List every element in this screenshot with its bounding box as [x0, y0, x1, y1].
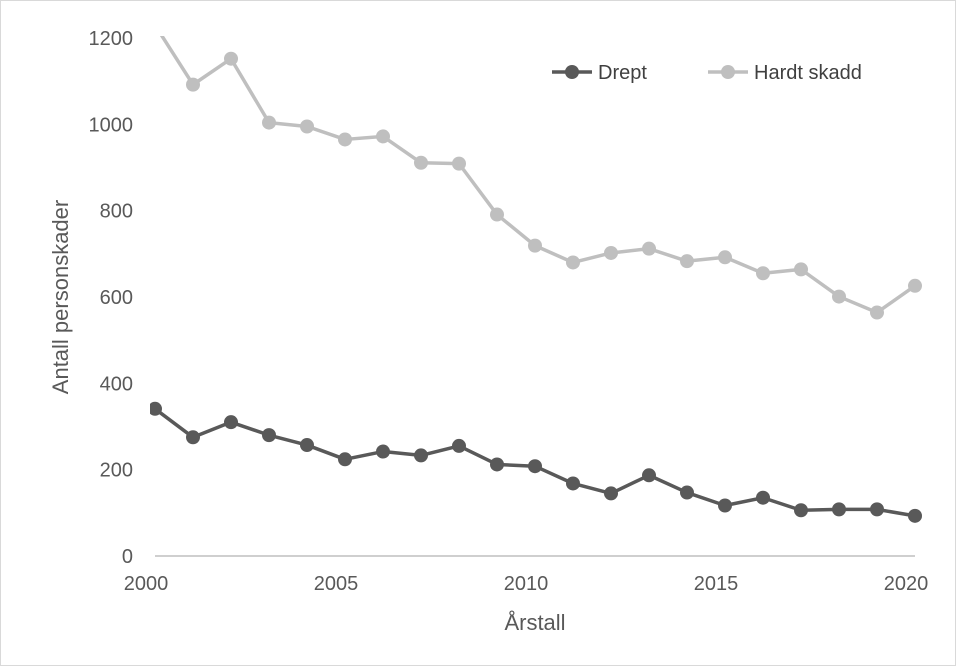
series-layer [148, 18, 922, 523]
x-tick-label: 2000 [124, 573, 169, 595]
y-axis-title: Antall personskader [48, 200, 73, 394]
data-point-drept [452, 438, 466, 453]
data-point-drept [338, 452, 352, 467]
data-point-drept [300, 438, 314, 453]
data-point-drept [642, 468, 656, 483]
data-point-drept [414, 448, 428, 463]
y-tick-label: 400 [100, 373, 133, 395]
data-point-hardt-skadd [908, 278, 922, 293]
y-tick-label: 800 [100, 201, 133, 223]
data-point-hardt-skadd [794, 262, 808, 277]
data-point-hardt-skadd [832, 289, 846, 304]
data-point-hardt-skadd [338, 132, 352, 147]
data-point-hardt-skadd [224, 51, 238, 66]
data-point-drept [908, 508, 922, 523]
data-point-hardt-skadd [870, 305, 884, 320]
data-point-hardt-skadd [452, 156, 466, 171]
data-point-hardt-skadd [186, 77, 200, 92]
data-point-drept [756, 490, 770, 505]
y-tick-label: 1000 [89, 114, 134, 136]
data-point-hardt-skadd [300, 119, 314, 134]
data-point-drept [566, 476, 580, 491]
y-tick-label: 0 [122, 546, 133, 568]
x-tick-label: 2020 [884, 573, 929, 595]
data-point-hardt-skadd [376, 129, 390, 144]
data-point-drept [528, 459, 542, 474]
y-tick-label: 1200 [89, 28, 134, 50]
data-point-drept [870, 502, 884, 517]
data-point-hardt-skadd [604, 245, 618, 260]
data-point-hardt-skadd [528, 238, 542, 253]
x-tick-label: 2015 [694, 573, 739, 595]
legend-swatch-marker-hardt-skadd [721, 65, 735, 79]
data-point-drept [680, 485, 694, 500]
data-point-hardt-skadd [756, 266, 770, 281]
data-point-drept [376, 444, 390, 459]
data-point-hardt-skadd [642, 241, 656, 256]
data-point-hardt-skadd [566, 255, 580, 270]
data-point-hardt-skadd [262, 115, 276, 130]
data-point-hardt-skadd [680, 254, 694, 269]
y-axis-tick-labels: 0 200 400 600 800 1000 1200 [89, 28, 134, 568]
legend-label-drept: Drept [598, 62, 647, 84]
y-tick-label: 600 [100, 287, 133, 309]
x-axis-title: Årstall [504, 610, 565, 635]
legend: Drept Hardt skadd [552, 62, 862, 84]
data-point-drept [490, 457, 504, 472]
data-point-drept [150, 401, 162, 416]
data-point-hardt-skadd [148, 18, 162, 32]
legend-label-hardt-skadd: Hardt skadd [754, 62, 862, 84]
legend-swatch-marker-drept [565, 65, 579, 79]
x-tick-label: 2005 [314, 573, 359, 595]
data-point-drept [186, 430, 200, 445]
data-point-drept [718, 498, 732, 513]
x-tick-label: 2010 [504, 573, 549, 595]
data-point-drept [794, 503, 808, 518]
data-point-drept [262, 428, 276, 443]
data-point-hardt-skadd [718, 250, 732, 265]
data-point-drept [604, 486, 618, 501]
x-axis-tick-labels: 2000 2005 2010 2015 2020 [124, 573, 929, 595]
data-point-hardt-skadd [414, 155, 428, 170]
y-tick-label: 200 [100, 460, 133, 482]
data-point-hardt-skadd [490, 207, 504, 222]
data-point-drept [832, 502, 846, 517]
data-point-drept [224, 415, 238, 430]
